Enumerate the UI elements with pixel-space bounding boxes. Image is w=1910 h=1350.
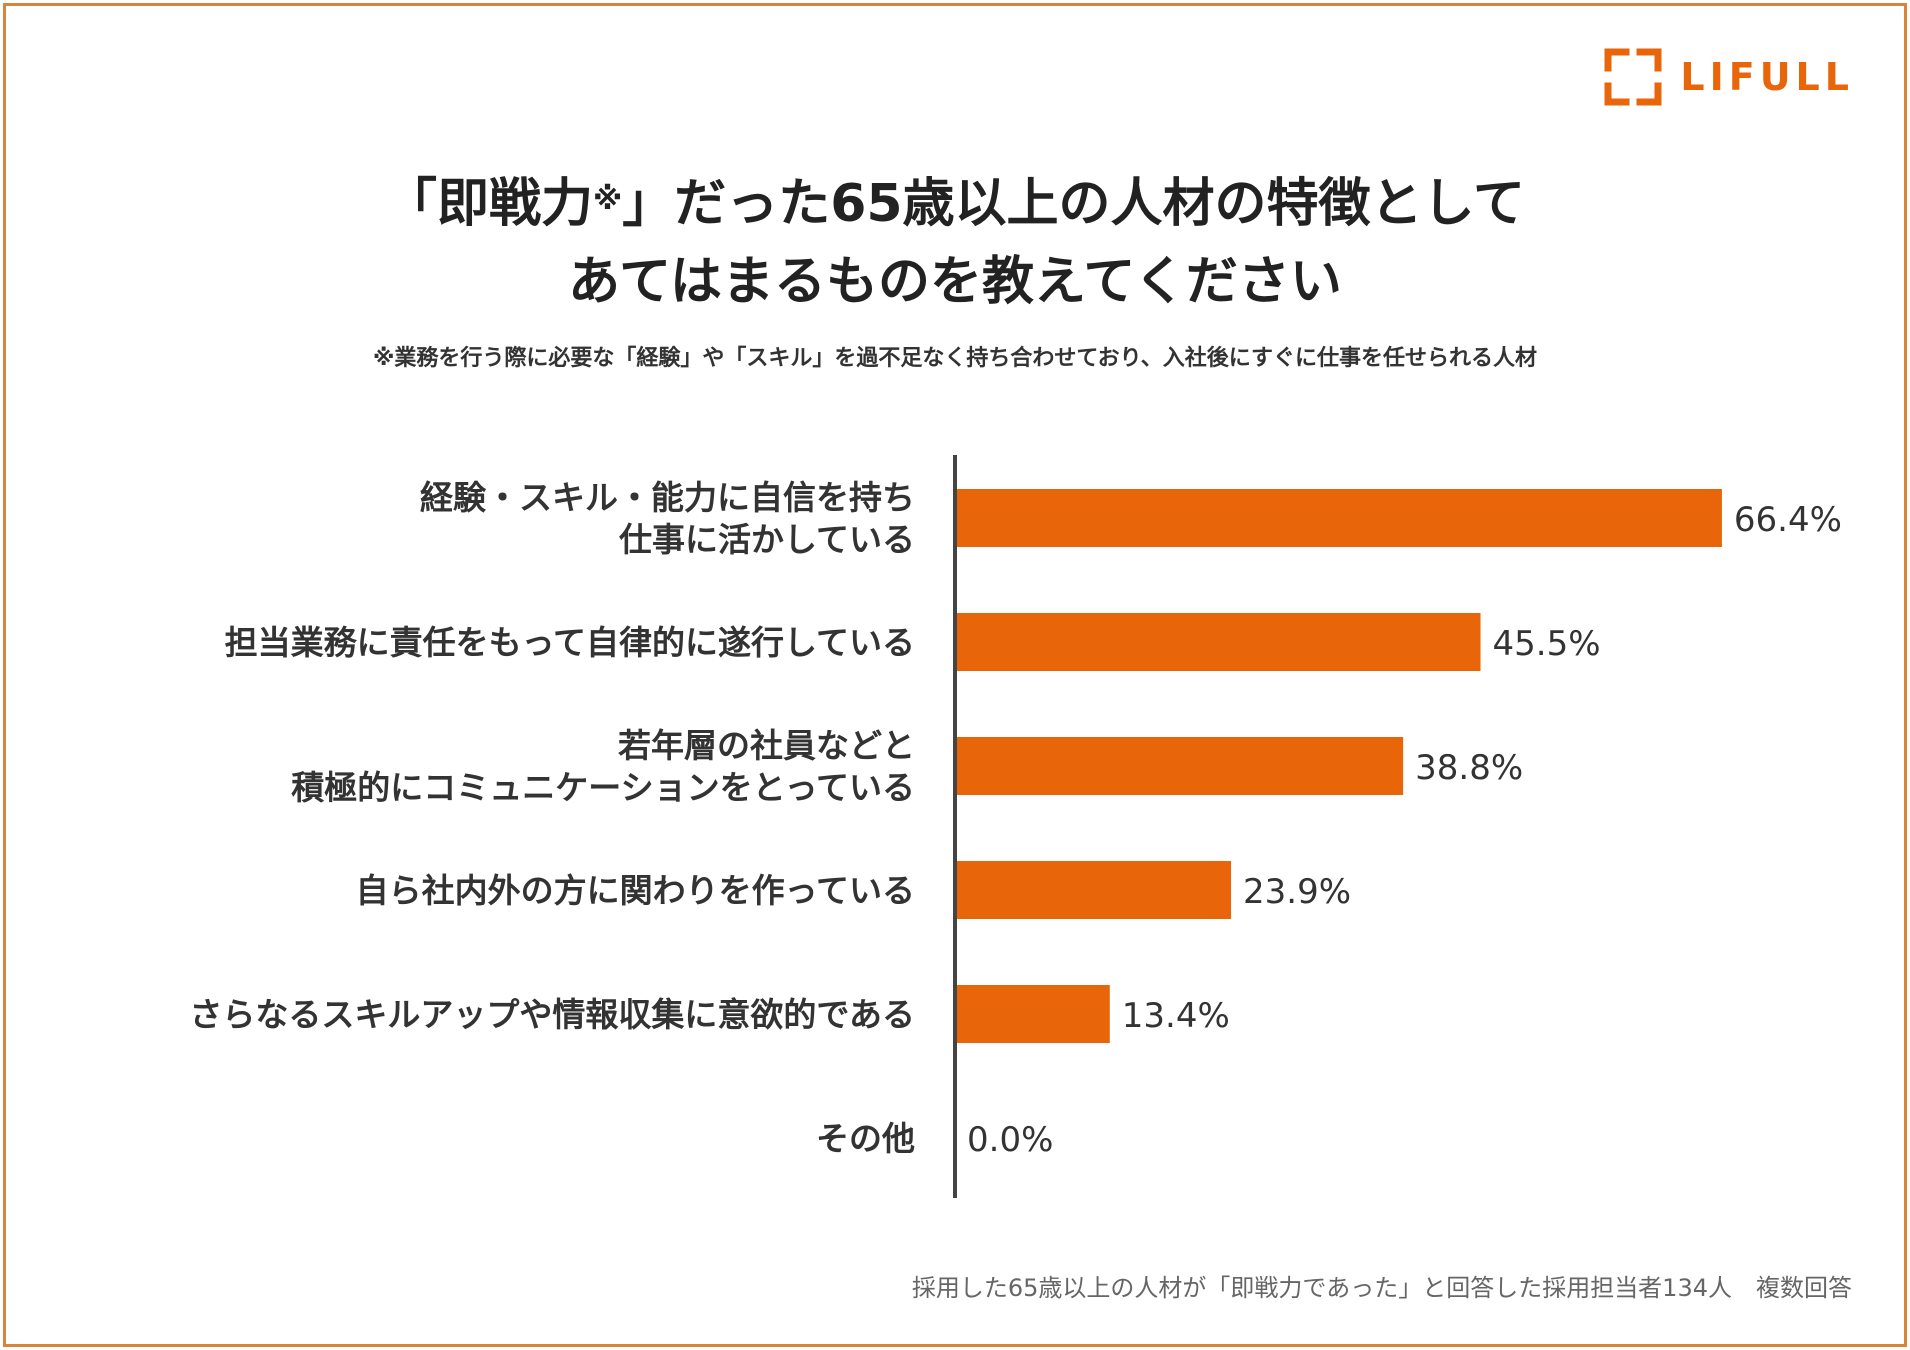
category-label-line: 経験・スキル・能力に自信を持ち — [420, 478, 915, 517]
value-label-6: 0.0% — [967, 1120, 1053, 1160]
chart-footnote: 採用した65歳以上の人材が「即戦力であった」と回答した採用担当者134人 複数回… — [911, 1274, 1852, 1302]
bar-1 — [955, 489, 1722, 547]
category-label-line: 積極的にコミュニケーションをとっている — [291, 768, 915, 807]
category-label-line: 仕事に活かしている — [619, 520, 915, 559]
category-label-6: その他 — [816, 1119, 915, 1158]
bar-2 — [955, 613, 1481, 671]
category-label-line: さらなるスキルアップや情報収集に意欲的である — [189, 995, 915, 1034]
category-label-2: 担当業務に責任をもって自律的に遂行している — [225, 623, 915, 662]
bar-4 — [955, 861, 1232, 919]
category-label-line: 自ら社内外の方に関わりを作っている — [356, 871, 915, 910]
chart-title-line-2: あてはまるものを教えてください — [568, 252, 1342, 312]
title-main-text: 「即戦力 — [385, 174, 594, 234]
value-label-1: 66.4% — [1734, 500, 1842, 540]
value-label-4: 23.9% — [1243, 872, 1351, 912]
category-label-line: その他 — [816, 1119, 915, 1158]
brand-logo: LIFULL — [1604, 48, 1854, 106]
value-label-5: 13.4% — [1122, 996, 1230, 1036]
value-label-2: 45.5% — [1493, 624, 1601, 664]
chart-title: 「即戦力※」だった65歳以上の人材の特徴として あてはまるものを教えてください — [0, 165, 1910, 321]
chart-subtitle: ※業務を行う際に必要な「経験」や「スキル」を過不足なく持ち合わせており、入社後に… — [372, 346, 1538, 371]
category-label-line: 担当業務に責任をもって自律的に遂行している — [225, 623, 915, 662]
bar-3 — [955, 737, 1404, 795]
title-rest-text: 」だった65歳以上の人材の特徴として — [622, 174, 1525, 234]
chart-title-line-1: 「即戦力※」だった65歳以上の人材の特徴として — [0, 165, 1910, 243]
bar-5 — [955, 985, 1110, 1043]
title-note-mark: ※ — [593, 182, 623, 217]
category-label-1: 経験・スキル・能力に自信を持ち仕事に活かしている — [420, 478, 915, 559]
category-label-line: 若年層の社員などと — [618, 726, 915, 765]
bracket-frame-icon — [1604, 48, 1662, 106]
chart-frame — [3, 3, 1907, 1347]
category-label-5: さらなるスキルアップや情報収集に意欲的である — [189, 995, 915, 1034]
category-label-3: 若年層の社員などと積極的にコミュニケーションをとっている — [291, 726, 915, 807]
value-label-3: 38.8% — [1415, 748, 1523, 788]
category-label-4: 自ら社内外の方に関わりを作っている — [356, 871, 915, 910]
brand-logo-text: LIFULL — [1680, 55, 1854, 99]
